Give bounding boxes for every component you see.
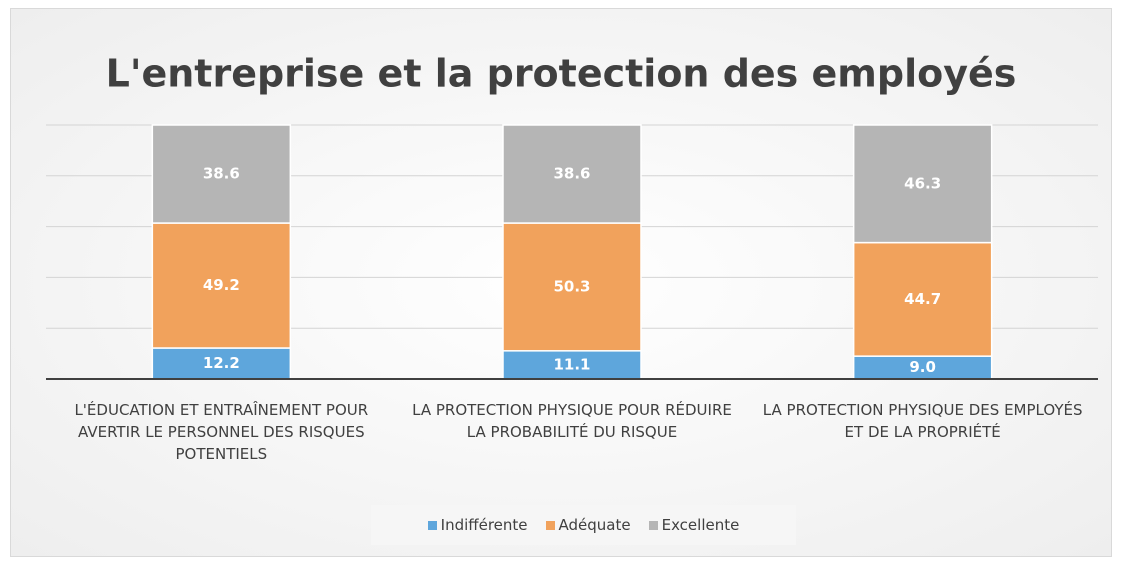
data-label: 49.2: [203, 276, 240, 294]
x-tick-label: LA PROTECTION PHYSIQUE DES EMPLOYÉS ET D…: [762, 401, 1083, 441]
legend-label: Excellente: [661, 516, 740, 534]
legend-item: Excellente: [648, 516, 740, 534]
chart-title: L'entreprise et la protection des employ…: [106, 52, 1017, 96]
legend: Indifférente Adéquate Excellente: [371, 505, 796, 545]
data-label: 46.3: [904, 174, 941, 192]
data-label: 38.6: [203, 165, 240, 183]
legend-label: Adéquate: [558, 516, 631, 534]
bar-segment: [502, 124, 642, 224]
legend-item: Indifférente: [427, 516, 528, 534]
chart: L'entreprise et la protection des employ…: [46, 52, 1098, 380]
data-label: 50.3: [553, 277, 590, 295]
bar-segment: [151, 222, 292, 349]
x-tick-label: LA PROTECTION PHYSIQUE POUR RÉDUIRE LA P…: [412, 401, 732, 441]
chart-frame: L'entreprise et la protection des employ…: [10, 8, 1112, 557]
bar-segment: [502, 222, 642, 352]
data-label: 44.7: [904, 290, 941, 308]
data-label: 38.6: [553, 165, 590, 183]
legend-label: Indifférente: [440, 516, 528, 534]
legend-swatch: [545, 521, 555, 530]
bar-segment: [852, 124, 993, 244]
legend-swatch: [427, 521, 437, 530]
data-label: 11.1: [553, 355, 590, 373]
bar-segment: [151, 124, 292, 224]
legend-swatch: [648, 521, 658, 530]
x-tick-label: L'ÉDUCATION ET ENTRAÎNEMENT POUR AVERTIR…: [74, 401, 369, 463]
data-label: 12.2: [203, 354, 240, 372]
legend-item: Adéquate: [545, 516, 631, 534]
data-label: 9.0: [909, 358, 936, 376]
